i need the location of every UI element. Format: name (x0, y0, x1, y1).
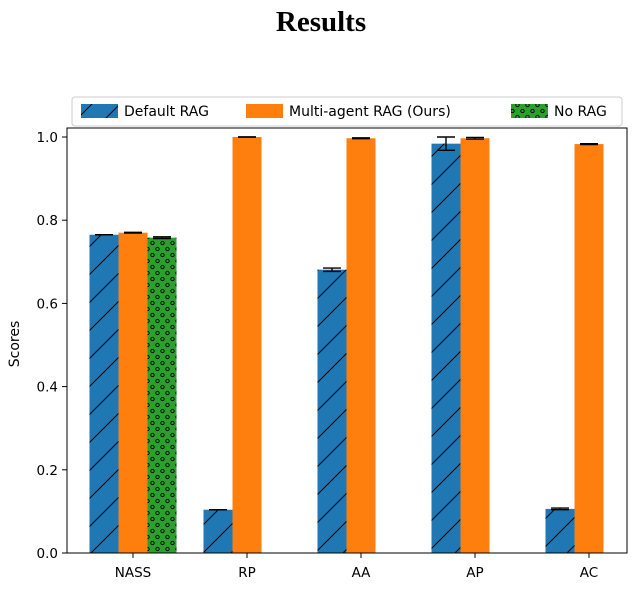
x-tick-label-ap: AP (466, 565, 483, 581)
error-bar (352, 137, 370, 140)
error-bar (437, 136, 455, 152)
legend-label: Multi-agent RAG (Ours) (289, 104, 451, 120)
bar-multi-agent-rag-ours-rp (232, 137, 262, 553)
x-tick-label-nass: NASS (115, 565, 151, 581)
y-tick-label: 0.0 (37, 546, 58, 562)
error-bar (466, 136, 484, 140)
x-tick-label-ac: AC (580, 565, 598, 581)
legend-label: No RAG (554, 104, 607, 120)
plot-frame (66, 127, 628, 554)
y-tick-label: 0.4 (37, 380, 58, 396)
bar-hatch (203, 509, 233, 553)
legend-swatch-hatch (511, 104, 548, 118)
y-tick-label: 1.0 (37, 130, 58, 146)
bar-hatch (431, 143, 461, 553)
legend-label: Default RAG (124, 104, 209, 120)
error-bar (124, 231, 142, 234)
bar-multi-agent-rag-ours-nass (118, 232, 148, 553)
x-tick-label-aa: AA (352, 565, 372, 581)
legend-item-1: Multi-agent RAG (Ours) (246, 104, 451, 120)
bar-multi-agent-rag-ours-aa (346, 138, 376, 554)
error-bar (580, 142, 598, 146)
y-axis-label: Scores (7, 321, 23, 368)
y-tick-label: 0.2 (37, 463, 58, 479)
bar-hatch (89, 234, 119, 553)
y-tick-label: 0.8 (37, 213, 58, 229)
legend-item-0: Default RAG (81, 104, 209, 120)
bar-hatch (147, 237, 177, 553)
bar-multi-agent-rag-ours-ap (460, 138, 490, 554)
legend-swatch-hatch (81, 104, 118, 118)
chart-title: Results (275, 6, 367, 38)
bar-hatch (545, 508, 575, 553)
legend-swatch (246, 104, 283, 118)
legend-box (71, 96, 623, 127)
bar-multi-agent-rag-ours-ac (574, 144, 604, 553)
error-bar (323, 267, 341, 273)
error-bar (551, 507, 569, 511)
legend-item-2: No RAG (511, 104, 607, 120)
y-tick-label: 0.6 (37, 296, 58, 312)
error-bar (153, 236, 171, 240)
bar-hatch (317, 269, 347, 553)
x-tick-label-rp: RP (238, 565, 256, 581)
